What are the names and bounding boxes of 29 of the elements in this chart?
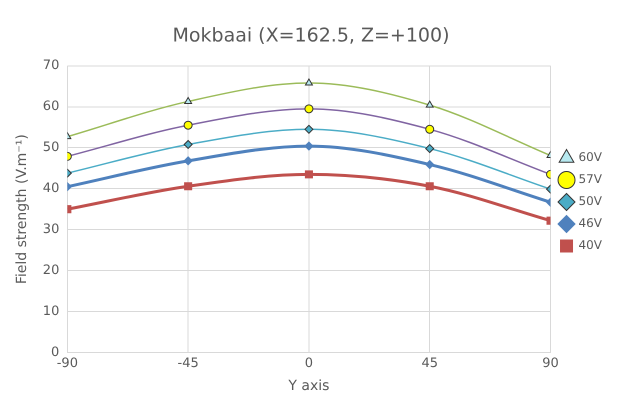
- x-tick-label: 90: [542, 356, 559, 371]
- point: [184, 182, 192, 190]
- y-tick-label: 70: [42, 58, 60, 74]
- point: [184, 140, 193, 149]
- y-tick-label: 0: [51, 344, 60, 360]
- y-tick-label: 30: [42, 222, 60, 238]
- y-tick-label: 40: [42, 181, 60, 196]
- legend-label: 46V: [578, 216, 603, 230]
- point: [425, 144, 434, 154]
- y-axis-title: Field strength (V.m⁻¹): [14, 134, 30, 284]
- legend-label: 60V: [578, 150, 603, 164]
- point: [304, 124, 314, 134]
- y-tick-label: 10: [42, 304, 60, 320]
- x-tick-label: 45: [421, 356, 438, 371]
- legend-label: 57V: [578, 172, 603, 186]
- x-tick-label: -45: [178, 356, 199, 371]
- point: [184, 156, 193, 166]
- x-tick-label: 0: [304, 356, 314, 371]
- chart-title: Mokbaai (X=162.5, Z=+100): [172, 24, 450, 46]
- y-tick-label: 20: [42, 263, 60, 278]
- y-tick-label: 50: [42, 140, 60, 156]
- point: [426, 182, 434, 190]
- point: [304, 170, 313, 178]
- legend-label: 40V: [578, 238, 603, 252]
- y-tick-label: 60: [42, 99, 60, 114]
- x-tick-label: -90: [56, 356, 78, 371]
- point: [425, 160, 434, 170]
- x-axis-title: Y axis: [287, 378, 330, 394]
- legend-label: 50V: [578, 194, 603, 208]
